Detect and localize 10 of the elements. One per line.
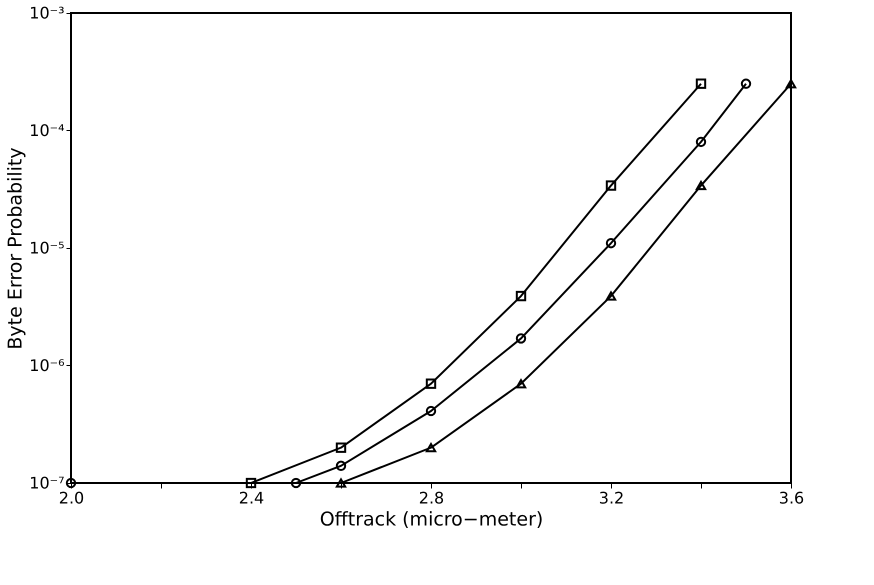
x-tick-label: 3.2 bbox=[598, 488, 624, 508]
y-tick-label: 10⁻⁵ bbox=[29, 238, 64, 258]
x-tick-label: 2.8 bbox=[418, 488, 444, 508]
x-tick-label: 3.6 bbox=[778, 488, 804, 508]
x-axis-title: Offtrack (micro−meter) bbox=[320, 508, 544, 530]
y-axis-title: Byte Error Probability bbox=[4, 147, 26, 350]
x-tick-label: 2.4 bbox=[238, 488, 264, 508]
y-tick-label: 10⁻⁴ bbox=[29, 121, 64, 140]
y-tick-label: 10⁻⁶ bbox=[29, 356, 64, 375]
y-tick-label: 10⁻³ bbox=[29, 4, 64, 22]
